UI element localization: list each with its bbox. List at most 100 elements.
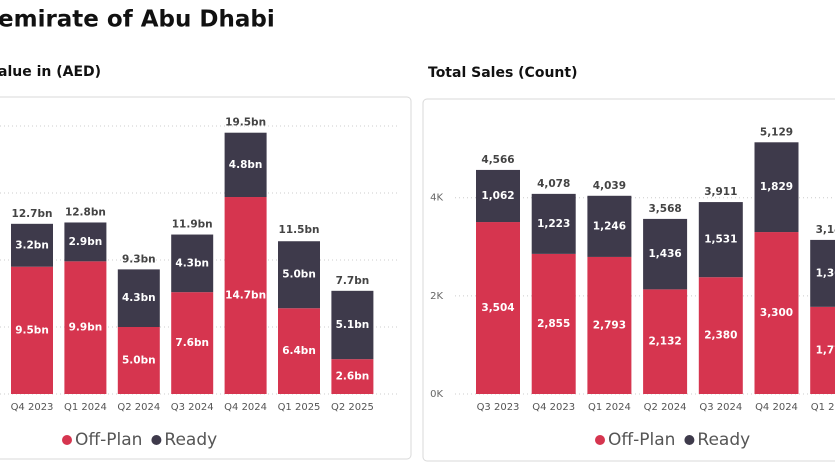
value-label: 9.5bn	[15, 324, 49, 336]
chart-title: Total Sales (Count)	[428, 65, 577, 81]
value-label: 1,776	[816, 344, 835, 356]
legend-label: Ready	[164, 430, 217, 450]
value-label: 5.0bn	[282, 269, 316, 281]
bar-segment	[171, 292, 214, 394]
x-tick-label: Q1 2024	[64, 402, 107, 413]
bar-segment	[587, 256, 632, 394]
legend-label: Off-Plan	[608, 430, 675, 450]
total-label: 3,568	[648, 203, 681, 215]
bar-segment	[278, 308, 320, 394]
bar-segment	[531, 193, 576, 254]
y-tick-label: 0K	[430, 389, 443, 400]
bar-segment	[278, 241, 320, 309]
bar-segment	[224, 132, 267, 198]
legend-label: Off-Plan	[75, 430, 142, 450]
value-label: 4.8bn	[229, 159, 263, 171]
total-label: 11.5bn	[279, 224, 320, 236]
y-tick-label: 4K	[430, 193, 443, 204]
bar-segment	[587, 195, 632, 257]
value-label: 1,223	[537, 218, 570, 230]
value-label: 5.1bn	[336, 319, 370, 331]
value-label: 3.2bn	[15, 239, 49, 251]
value-label: 2,793	[593, 319, 626, 331]
x-tick-label: Q1 2025	[278, 402, 321, 413]
value-label: 2,380	[704, 330, 737, 342]
legend-label: Ready	[697, 430, 750, 450]
total-label: 12.8bn	[65, 206, 106, 218]
total-label: 11.9bn	[172, 219, 213, 231]
bar-segment	[11, 223, 53, 267]
value-label: 1,364	[816, 267, 835, 279]
bar-segment	[171, 234, 214, 293]
x-tick-label: Q3 2023	[477, 402, 520, 413]
bar-segment	[643, 218, 688, 290]
total-label: 9.3bn	[122, 253, 156, 265]
value-label: 4.3bn	[175, 257, 209, 269]
bar-segment	[754, 142, 799, 233]
value-label: 3,504	[481, 302, 514, 314]
bar-segment	[224, 197, 267, 394]
bar-segment	[643, 289, 688, 394]
x-tick-label: Q2 2024	[117, 402, 160, 413]
bar-segment	[531, 253, 576, 394]
x-tick-label: Q4 2023	[11, 402, 54, 413]
bar-segment	[754, 232, 799, 394]
value-label: 2,132	[648, 336, 681, 348]
value-label: 1,246	[593, 220, 626, 232]
value-label: 5.0bn	[122, 355, 156, 367]
bar-segment	[810, 306, 835, 394]
total-label: 5,129	[760, 126, 793, 138]
bar-segment	[64, 261, 107, 394]
y-tick-label: 2K	[430, 291, 443, 302]
total-label: 4,566	[481, 154, 514, 166]
value-label: 2.9bn	[69, 236, 103, 248]
value-label: 7.6bn	[175, 337, 209, 349]
legend-marker	[62, 435, 72, 445]
bar-segment	[331, 359, 374, 394]
total-label: 4,078	[537, 178, 570, 190]
x-tick-label: Q2 2024	[644, 402, 687, 413]
x-tick-label: Q1 2024	[588, 402, 631, 413]
x-tick-label: Q4 2023	[532, 402, 575, 413]
bar-segment	[331, 290, 374, 360]
value-label: 1,531	[704, 234, 737, 246]
chart-title: alue in (AED)	[0, 64, 101, 80]
total-label: 4,039	[593, 180, 626, 192]
legend-marker	[595, 435, 605, 445]
legend-marker	[151, 435, 162, 445]
value-label: 2.6bn	[336, 371, 370, 383]
total-label: 3,911	[704, 186, 737, 198]
value-label: 2,855	[537, 318, 570, 330]
total-label: 3,140	[816, 224, 835, 236]
value-label: 14.7bn	[225, 290, 266, 302]
legend-marker	[684, 435, 695, 445]
x-tick-label: Q4 2024	[224, 402, 267, 413]
x-tick-label: Q1 2025	[811, 402, 835, 413]
x-tick-label: Q2 2025	[331, 402, 374, 413]
value-label: 9.9bn	[69, 322, 103, 334]
value-label: 1,062	[481, 190, 514, 202]
bar-segment	[117, 327, 160, 394]
x-tick-label: Q3 2024	[171, 402, 214, 413]
bar-segment	[698, 277, 743, 394]
total-label: 7.7bn	[336, 275, 370, 287]
page-title: emirate of Abu Dhabi	[0, 7, 275, 33]
value-label: 1,829	[760, 181, 793, 193]
value-label: 1,436	[648, 248, 681, 260]
x-tick-label: Q4 2024	[755, 402, 798, 413]
total-label: 12.7bn	[12, 208, 53, 220]
total-label: 19.5bn	[225, 117, 266, 129]
value-label: 6.4bn	[282, 345, 316, 357]
bar-segment	[476, 222, 520, 394]
bar-segment	[64, 222, 107, 262]
bar-segment	[11, 266, 53, 394]
x-tick-label: Q3 2024	[699, 402, 742, 413]
bar-segment	[476, 169, 520, 223]
value-label: 3,300	[760, 307, 793, 319]
value-label: 4.3bn	[122, 292, 156, 304]
bar-segment	[117, 269, 160, 327]
bar-segment	[698, 202, 743, 278]
bar-segment	[810, 239, 835, 307]
